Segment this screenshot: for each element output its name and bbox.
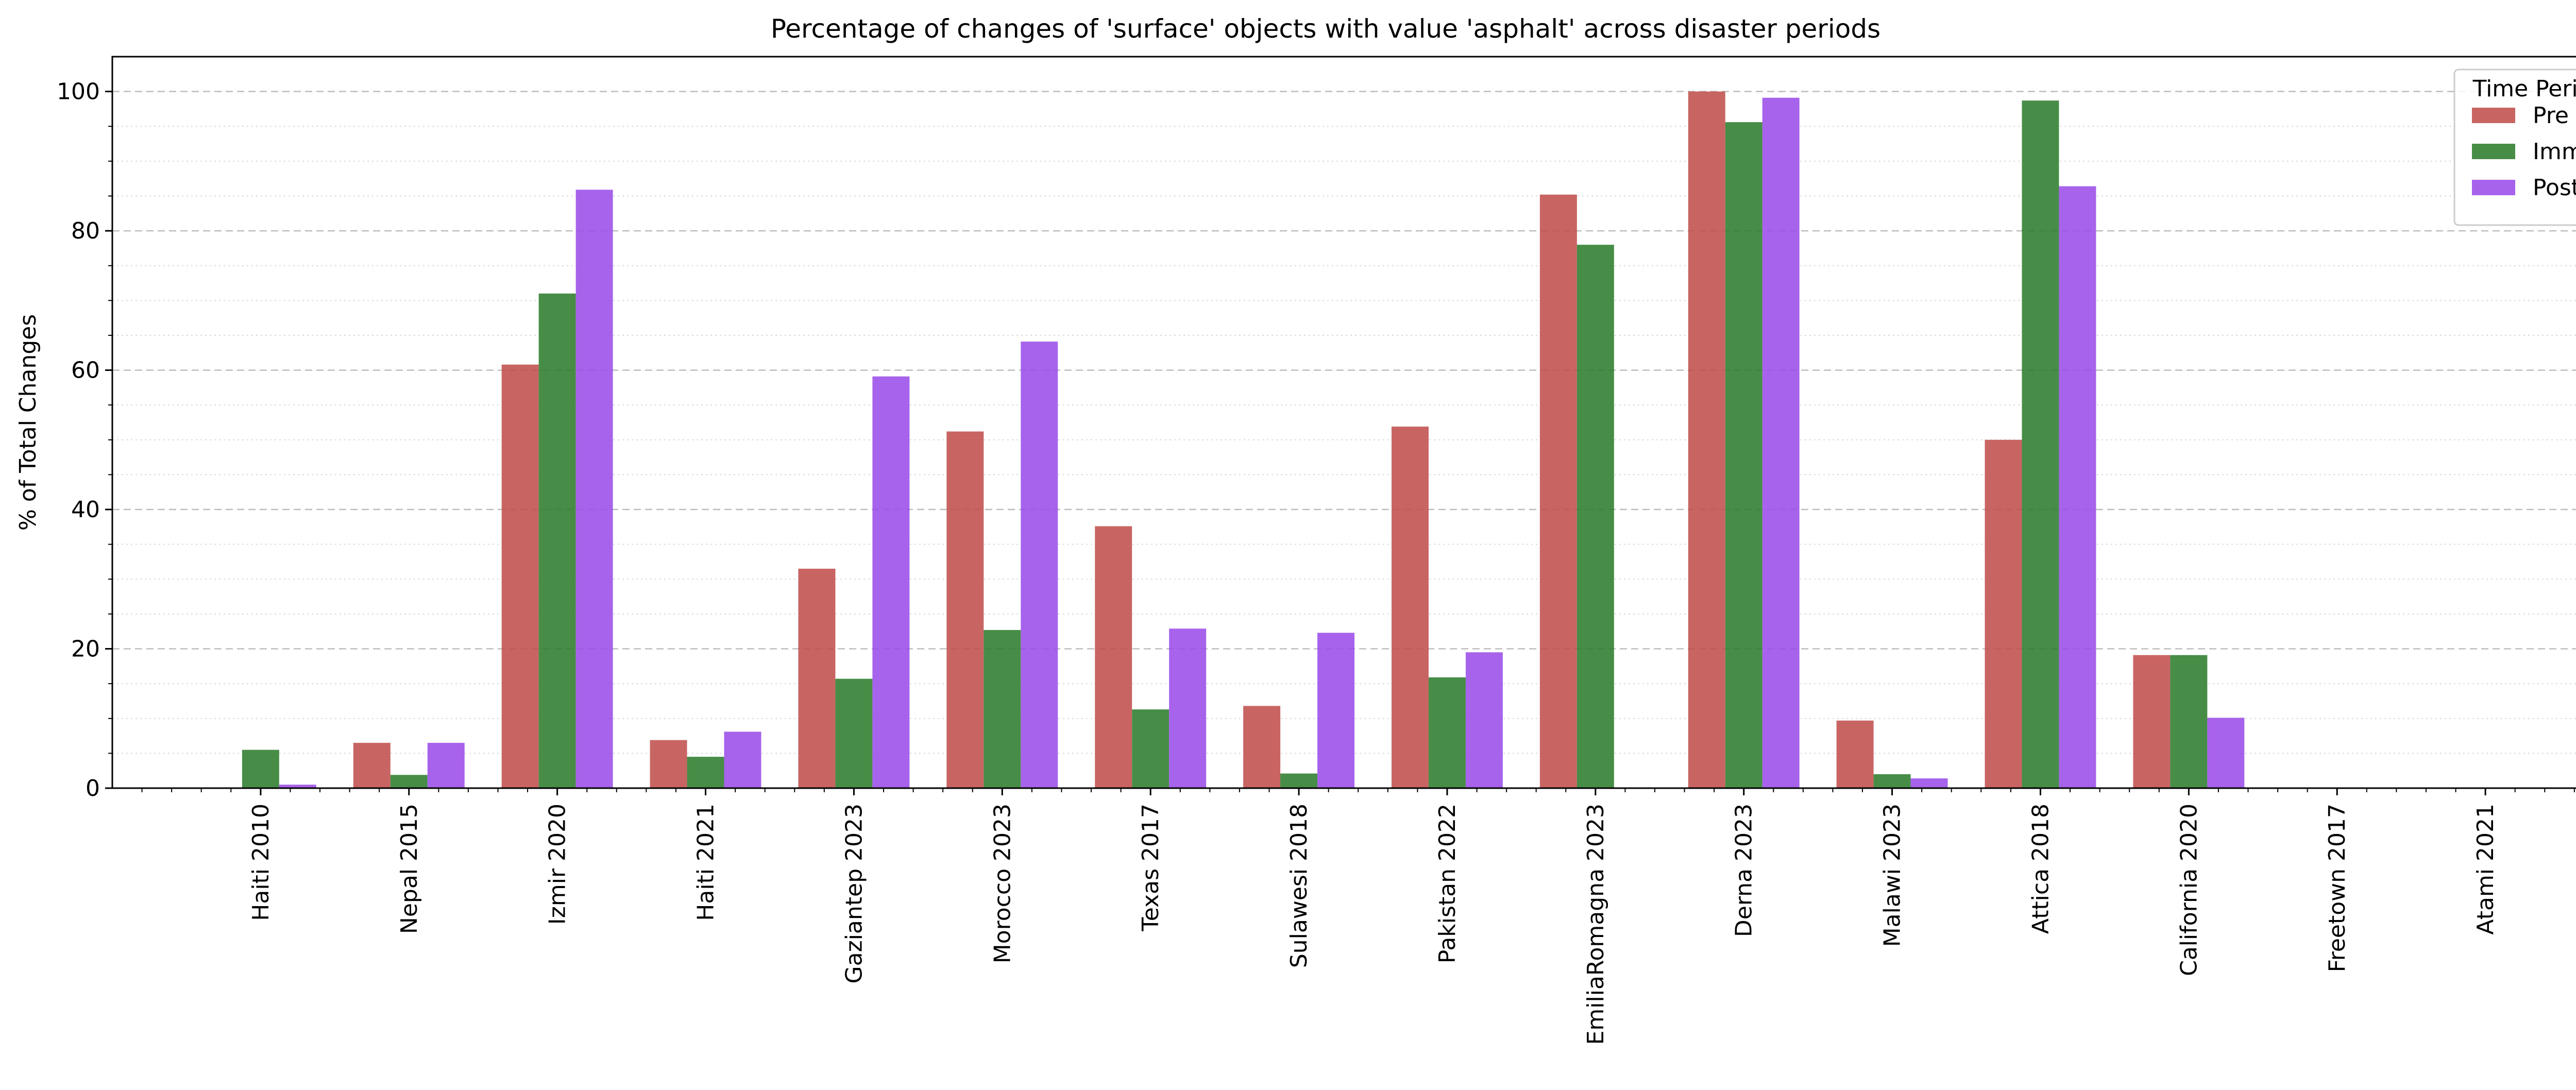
x-tick-label: Atami 2021	[2472, 804, 2499, 935]
x-tick-label: Derna 2023	[1731, 804, 1757, 937]
plot-frame	[111, 56, 2576, 789]
x-tick-label: Texas 2017	[1138, 804, 1164, 932]
bar-imm	[1577, 245, 1614, 789]
bar-post	[1910, 778, 1948, 788]
bar-pre	[1539, 194, 1577, 788]
x-tick-label: EmiliaRomagna 2023	[1583, 804, 1609, 1045]
bar-post	[1021, 342, 1058, 788]
bar-pre	[650, 740, 687, 788]
x-tick-label: California 2020	[2176, 804, 2202, 976]
bar-post	[279, 785, 316, 788]
bars	[242, 91, 2245, 789]
x-tick-label: Morocco 2023	[989, 804, 1015, 963]
bar-post	[1169, 628, 1207, 788]
x-tick-label: Gaziantep 2023	[841, 804, 867, 983]
y-tick-label: 20	[71, 636, 100, 662]
y-tick-label: 100	[57, 79, 100, 105]
x-tick-label: Attica 2018	[2027, 804, 2054, 934]
bar-imm	[835, 678, 873, 788]
bar-post	[427, 743, 465, 788]
bar-post	[2059, 186, 2096, 788]
legend-swatch-imm	[2472, 144, 2515, 159]
bar-pre	[1095, 526, 1132, 788]
bar-pre	[1391, 427, 1429, 788]
bar-imm	[1873, 774, 1911, 788]
bar-post	[2207, 718, 2245, 788]
x-tick-label: Pakistan 2022	[1434, 804, 1461, 963]
bar-post	[724, 731, 761, 788]
chart-title: Percentage of changes of 'surface' objec…	[771, 14, 1880, 44]
bar-post	[872, 376, 910, 788]
bar-pre	[501, 364, 539, 788]
bar-pre	[1985, 439, 2022, 788]
bar-imm	[687, 757, 724, 788]
legend: Time PeriodPre Imm Post	[2453, 69, 2576, 226]
bar-imm	[390, 775, 428, 788]
bar-imm	[538, 293, 576, 788]
bar-imm	[1132, 709, 1170, 788]
bar-imm	[1428, 677, 1466, 788]
legend-label-pre: Pre	[2533, 103, 2569, 129]
bar-pre	[1688, 91, 1725, 789]
bar-pre	[2133, 655, 2171, 788]
x-tick-label: Nepal 2015	[396, 804, 422, 934]
bar-imm	[2022, 100, 2059, 789]
bar-post	[1465, 652, 1503, 788]
x-tick-label: Haiti 2021	[693, 804, 719, 921]
bar-imm	[1725, 122, 1762, 789]
y-axis-label: % of Total Changes	[15, 314, 41, 531]
bar-imm	[984, 630, 1021, 788]
legend-swatch-pre	[2472, 108, 2515, 123]
bar-pre	[946, 431, 984, 788]
bar-post	[575, 190, 613, 789]
y-tick-label: 60	[71, 357, 100, 384]
bar-imm	[2170, 655, 2208, 788]
bar-post	[1317, 633, 1355, 788]
legend-swatch-post	[2472, 180, 2515, 195]
legend-label-imm: Imm	[2533, 139, 2576, 165]
bar-pre	[1243, 706, 1281, 788]
x-tick-label: Malawi 2023	[1879, 804, 1906, 947]
bar-post	[1762, 97, 1800, 788]
bar-pre	[798, 569, 836, 788]
x-tick-label: Sulawesi 2018	[1286, 804, 1312, 968]
x-tick-label: Izmir 2020	[545, 804, 571, 925]
bar-pre	[1836, 720, 1874, 788]
y-tick-label: 40	[71, 497, 100, 523]
y-tick-label: 80	[71, 218, 100, 244]
legend-label-post: Post	[2533, 175, 2576, 201]
bar-pre	[353, 743, 391, 788]
bar-imm	[1280, 773, 1318, 788]
axes: 0 20 40 60 80 100 Haiti 2010 Nepal 2015 Izmir 20…	[57, 56, 2576, 1045]
y-tick-label: 0	[86, 775, 100, 802]
legend-title: Time Period	[2472, 76, 2576, 102]
bar-imm	[242, 750, 279, 788]
x-tick-label: Freetown 2017	[2324, 804, 2350, 972]
x-tick-label: Haiti 2010	[248, 804, 274, 921]
